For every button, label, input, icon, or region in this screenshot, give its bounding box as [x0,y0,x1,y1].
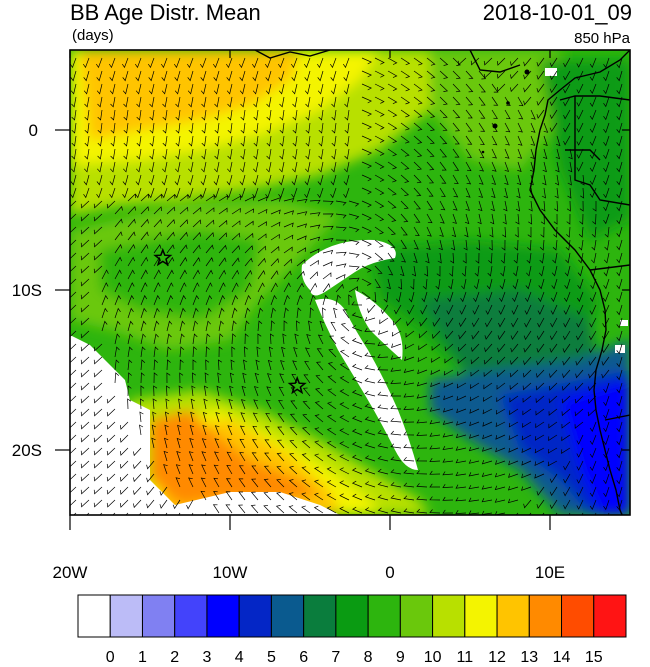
colorbar-label: 1 [138,649,147,666]
x-tick-label: 10E [535,563,565,582]
colorbar-swatch [141,594,176,638]
colorbar-swatch [174,594,208,638]
units-label: (days) [72,27,114,44]
colorbar-label: 12 [488,649,506,666]
colorbar-label: 13 [520,649,538,666]
colorbar: 0 1 2 3 4 5 6 7 8 9 10 11 12 13 14 15 [77,594,627,666]
colorbar-label: 9 [396,649,405,666]
y-tick-label: 10S [12,281,42,300]
coastline [254,50,630,515]
axis-ticks [55,50,630,530]
colorbar-swatch [561,594,595,638]
colorbar-swatch [109,594,143,638]
colorbar-label: 10 [424,649,442,666]
colorbar-label: 14 [553,649,571,666]
star-marker [287,375,307,395]
wind-barb-paths [70,57,623,515]
colorbar-swatch [270,594,305,638]
colorbar-label: 5 [267,649,276,666]
colorbar-swatch [496,594,530,638]
colorbar-label: 7 [331,649,340,666]
wind-barbs [70,57,623,515]
colorbar-swatch [593,594,627,638]
colorbar-swatch [399,594,434,638]
y-tick-label: 0 [29,121,38,140]
y-tick-label: 20S [12,441,42,460]
colorbar-swatch [464,594,498,638]
plot-frame [69,49,631,516]
colorbar-label: 15 [585,649,603,666]
colorbar-swatch [206,594,240,638]
star-marker [153,247,173,267]
marker-layer [153,247,307,395]
colorbar-label: 2 [170,649,179,666]
colorbar-label: 0 [106,649,115,666]
datetime-label: 2018-10-01_09 [482,0,632,25]
colorbar-swatch [367,594,401,638]
islands [481,69,530,154]
map-title: BB Age Distr. Mean [70,0,261,25]
colorbar-swatch [77,594,111,638]
colorbar-label: 3 [202,649,211,666]
x-tick-label: 20W [53,563,88,582]
colorbar-swatch [303,594,337,638]
x-tick-label: 10W [213,563,248,582]
x-tick-label: 0 [385,563,394,582]
colorbar-swatch [528,594,563,638]
pressure-level-label: 850 hPa [574,30,630,47]
colorbar-swatch [432,594,466,638]
colorbar-swatch [335,594,369,638]
age-field [70,50,630,515]
colorbar-label: 4 [235,649,244,666]
colorbar-label: 11 [457,649,474,666]
colorbar-swatch [238,594,272,638]
colorbar-label: 8 [364,649,373,666]
colorbar-label: 6 [299,649,308,666]
